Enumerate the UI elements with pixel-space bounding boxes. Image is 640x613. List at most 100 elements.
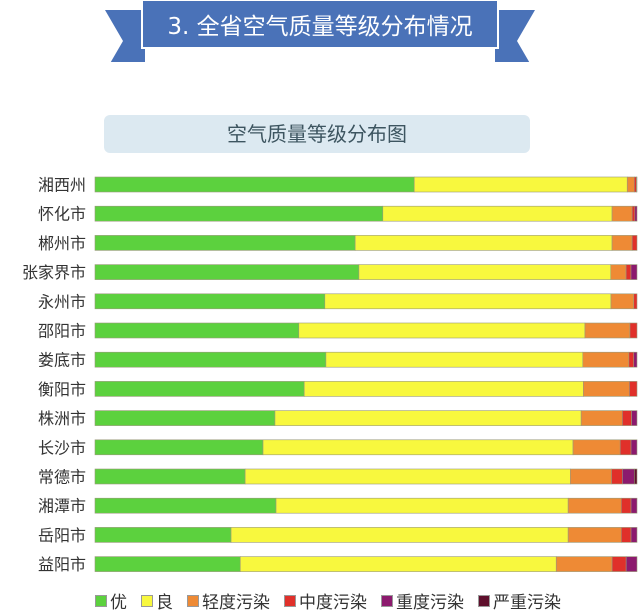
bar-segment: [633, 293, 638, 310]
bar-segment: [94, 176, 415, 193]
legend-label: 轻度污染: [202, 593, 270, 613]
legend-label: 重度污染: [396, 593, 464, 613]
bar-segment: [274, 410, 582, 426]
bar-segment: [625, 556, 638, 572]
legend-item: 严重污染: [478, 588, 561, 613]
bar-segment: [610, 293, 635, 310]
bar-segment: [572, 439, 621, 456]
stacked-bar-chart: 湘西州怀化市郴州市张家界市永州市邵阳市娄底市衡阳市株洲市长沙市常德市湘潭市岳阳市…: [22, 176, 638, 574]
bar-segment: [239, 556, 557, 572]
bar-segment: [262, 439, 574, 456]
bar-segment: [584, 322, 631, 339]
bar-segment: [567, 497, 622, 514]
bar-segment: [611, 205, 633, 222]
bar-segment: [94, 381, 305, 397]
bar-segment: [634, 205, 638, 222]
category-label: 娄底市: [38, 351, 86, 370]
category-label: 郴州市: [38, 234, 86, 253]
legend-swatch: [478, 594, 490, 607]
bar-segment: [610, 264, 627, 280]
legend-item: 优: [95, 588, 127, 613]
bar-segment: [630, 497, 638, 514]
category-label: 株洲市: [38, 409, 86, 428]
legend-item: 良: [141, 588, 173, 613]
ribbon-left-tail: [105, 10, 145, 62]
bar-segment: [94, 468, 246, 485]
bar-segment: [354, 235, 613, 251]
legend-label: 优: [110, 593, 127, 613]
bar-segment: [230, 527, 569, 543]
legend: 优 良 轻度污染 中度污染 重度污染 严重污染: [95, 588, 561, 613]
bar-segment: [582, 351, 630, 368]
bar-segment: [94, 527, 232, 543]
bar-segment: [275, 497, 569, 514]
category-label: 湘潭市: [38, 497, 86, 516]
bar-segment: [358, 264, 612, 280]
legend-label: 中度污染: [299, 593, 367, 613]
bar-segment: [94, 293, 326, 310]
bar-segment: [94, 556, 241, 572]
bar-segment: [630, 527, 638, 543]
bar-segment: [94, 264, 360, 280]
bar-segment: [382, 205, 613, 222]
bar-segment: [622, 468, 635, 485]
bar-segment: [631, 410, 638, 426]
legend-item: 中度污染: [284, 588, 367, 613]
bar-segment: [303, 381, 584, 397]
bar-segment: [244, 468, 571, 485]
legend-label: 良: [156, 593, 173, 613]
category-label: 邵阳市: [38, 322, 86, 341]
bar-segment: [413, 176, 628, 193]
section-banner: [105, 0, 535, 62]
category-label: 张家界市: [22, 263, 86, 282]
bar-segment: [94, 205, 384, 222]
chart-title: 空气质量等级分布图: [104, 115, 530, 153]
legend-swatch: [141, 594, 153, 607]
bar-segment: [628, 351, 635, 368]
bar-segment: [633, 351, 638, 368]
category-label: 永州市: [38, 292, 86, 311]
bar-segment: [611, 235, 633, 251]
bar-segment: [620, 527, 632, 543]
legend-swatch: [284, 594, 296, 607]
bar-segment: [583, 381, 630, 397]
bar-segment: [625, 264, 632, 280]
legend-item: 重度污染: [381, 588, 464, 613]
bar-segment: [570, 468, 612, 485]
bar-segment: [631, 205, 636, 222]
bar-segment: [94, 410, 276, 426]
bar-segment: [620, 497, 632, 514]
legend-label: 严重污染: [493, 593, 561, 613]
bar-segment: [626, 176, 635, 193]
legend-item: 轻度污染: [187, 588, 270, 613]
bar-segment: [611, 556, 627, 572]
bar-segment: [580, 410, 623, 426]
category-label: 常德市: [38, 468, 86, 487]
bar-segment: [555, 556, 613, 572]
bar-segment: [633, 176, 637, 193]
bar-segment: [629, 322, 638, 339]
bar-segment: [325, 351, 584, 368]
legend-swatch: [95, 594, 107, 607]
ribbon-body: [141, 0, 499, 49]
bar-segment: [611, 468, 623, 485]
legend-swatch: [187, 594, 199, 607]
section-title: 3. 全省空气质量等级分布情况: [167, 14, 473, 40]
bar-segment: [94, 351, 327, 368]
bar-segment: [94, 497, 277, 514]
bar-segment: [630, 439, 638, 456]
category-label: 怀化市: [38, 205, 86, 224]
bar-segment: [630, 264, 638, 280]
category-label: 益阳市: [38, 555, 86, 574]
bar-segment: [298, 322, 586, 339]
bar-segment: [567, 527, 622, 543]
bar-segment: [631, 235, 638, 251]
bar-segment: [636, 176, 638, 193]
bar-segment: [94, 235, 356, 251]
category-label: 岳阳市: [38, 526, 86, 545]
bar-segment: [629, 381, 638, 397]
legend-swatch: [381, 594, 393, 607]
category-label: 长沙市: [38, 438, 86, 457]
category-label: 衡阳市: [38, 380, 86, 399]
bar-segment: [94, 439, 264, 456]
